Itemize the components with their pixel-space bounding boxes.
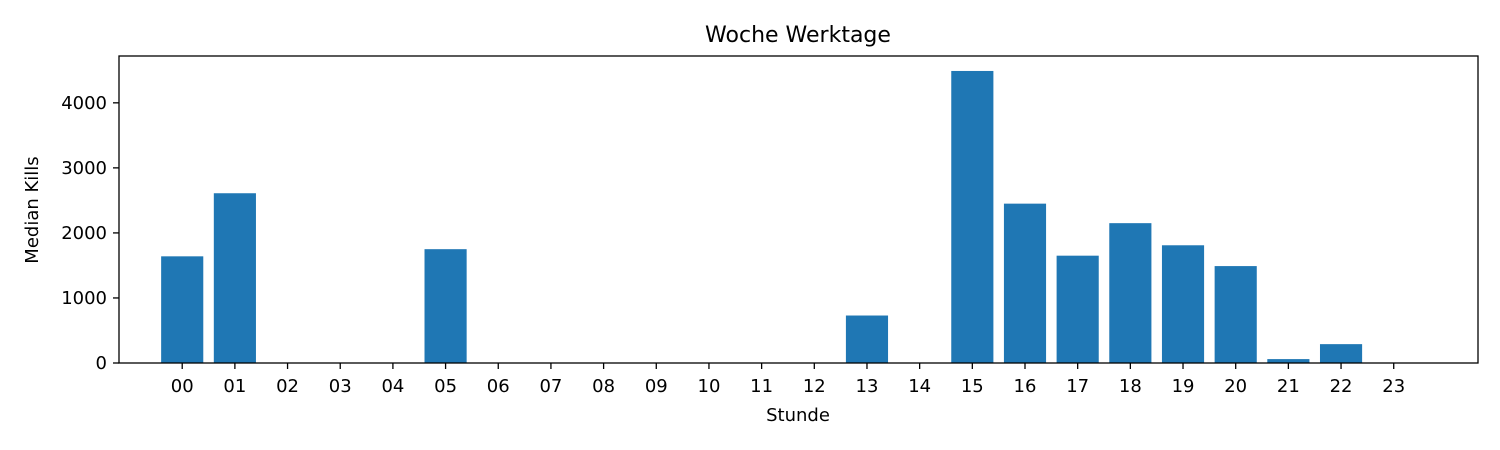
x-tick-label-00: 00: [171, 376, 194, 397]
x-tick-label-17: 17: [1066, 376, 1089, 397]
bar-21: [1267, 359, 1310, 363]
bar-05: [424, 249, 467, 363]
x-tick-label-12: 12: [803, 376, 826, 397]
plot-frame: [118, 55, 1479, 364]
x-tick-label-07: 07: [539, 376, 562, 397]
x-tick-label-02: 02: [276, 376, 299, 397]
x-tick-label-13: 13: [856, 376, 879, 397]
bar-19: [1161, 245, 1205, 363]
x-tick-label-14: 14: [908, 376, 931, 397]
bar-01: [213, 193, 256, 363]
y-axis-label: Median Kills: [22, 156, 43, 263]
x-tick-label-16: 16: [1014, 376, 1037, 397]
bars-group: [161, 70, 1363, 363]
x-tick-label-21: 21: [1277, 376, 1300, 397]
x-tick-label-11: 11: [750, 376, 773, 397]
bar-17: [1056, 255, 1099, 363]
y-tick-label-3000: 3000: [61, 158, 107, 179]
x-tick-label-19: 19: [1172, 376, 1195, 397]
bar-20: [1214, 266, 1257, 363]
bar-13: [845, 315, 889, 363]
y-tick-label-1000: 1000: [61, 288, 107, 309]
bar-16: [1003, 203, 1047, 363]
x-tick-label-10: 10: [698, 376, 721, 397]
x-tick-label-08: 08: [592, 376, 615, 397]
x-tick-label-01: 01: [223, 376, 246, 397]
chart-title: Woche Werktage: [705, 23, 891, 48]
bar-00: [161, 256, 204, 363]
y-tick-label-4000: 4000: [61, 93, 107, 114]
bar-22: [1319, 344, 1363, 363]
x-axis-label: Stunde: [766, 405, 830, 426]
y-tick-label-2000: 2000: [61, 223, 107, 244]
x-tick-label-22: 22: [1330, 376, 1353, 397]
x-tick-label-03: 03: [329, 376, 352, 397]
x-tick-label-09: 09: [645, 376, 668, 397]
x-tick-label-04: 04: [381, 376, 404, 397]
bar-15: [951, 70, 994, 363]
x-tick-label-06: 06: [487, 376, 510, 397]
x-tick-label-15: 15: [961, 376, 984, 397]
bar-18: [1109, 223, 1152, 363]
x-tick-label-23: 23: [1382, 376, 1405, 397]
x-tick-label-18: 18: [1119, 376, 1142, 397]
x-tick-label-05: 05: [434, 376, 457, 397]
y-axis-ticks: 0 1000 2000 3000 4000: [61, 93, 119, 374]
x-tick-label-20: 20: [1224, 376, 1247, 397]
x-axis-ticks: 00 01 02 03 04 05 06 07 08 09 10 11 12 13 14 15 16 17 18 19…: [171, 363, 1405, 397]
y-tick-label-0: 0: [96, 353, 107, 374]
